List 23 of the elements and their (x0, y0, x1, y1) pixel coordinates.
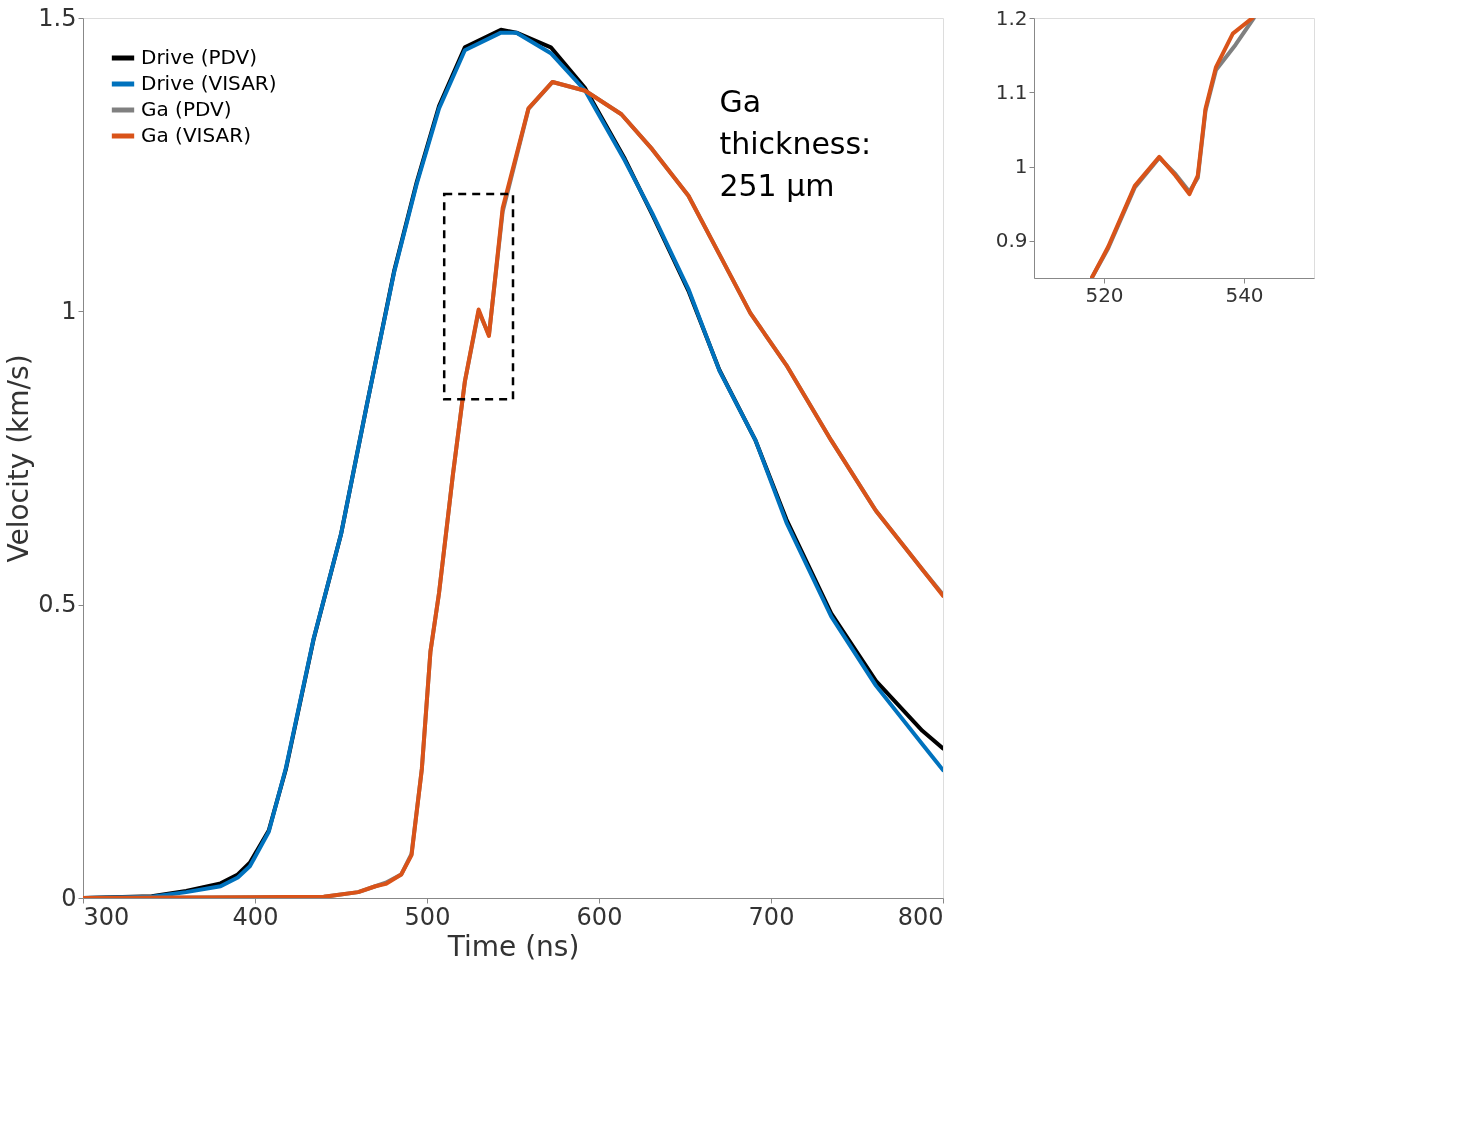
y-tick-label: 1.1 (995, 79, 1028, 104)
y-tick-label: 0.5 (38, 590, 77, 619)
y-tick-label: 1 (61, 296, 77, 325)
legend-label: Ga (VISAR) (141, 123, 251, 147)
x-tick-label: 520 (1085, 282, 1124, 307)
y-tick-label: 0.9 (995, 228, 1028, 253)
x-tick-label: 700 (748, 902, 795, 931)
annotation: Ga thickness: 251 μm (719, 84, 872, 204)
x-tick-label: 300 (83, 902, 130, 931)
legend-label: Drive (PDV) (141, 45, 258, 69)
legend-label: Ga (PDV) (141, 97, 232, 121)
x-tick-label: 400 (232, 902, 279, 931)
x-tick-label: 600 (576, 902, 623, 931)
y-axis-title: Velocity (km/s) (2, 354, 36, 563)
y-tick-label: 1 (1014, 154, 1028, 179)
y-tick-label: 0 (61, 883, 77, 912)
legend-label: Drive (VISAR) (141, 71, 277, 95)
x-tick-label: 500 (404, 902, 451, 931)
y-tick-label: 1.2 (995, 5, 1028, 30)
x-tick-label: 540 (1225, 282, 1264, 307)
y-tick-label: 1.5 (38, 3, 77, 32)
x-axis-title: Time (ns) (446, 929, 580, 963)
x-tick-label: 800 (897, 902, 944, 931)
